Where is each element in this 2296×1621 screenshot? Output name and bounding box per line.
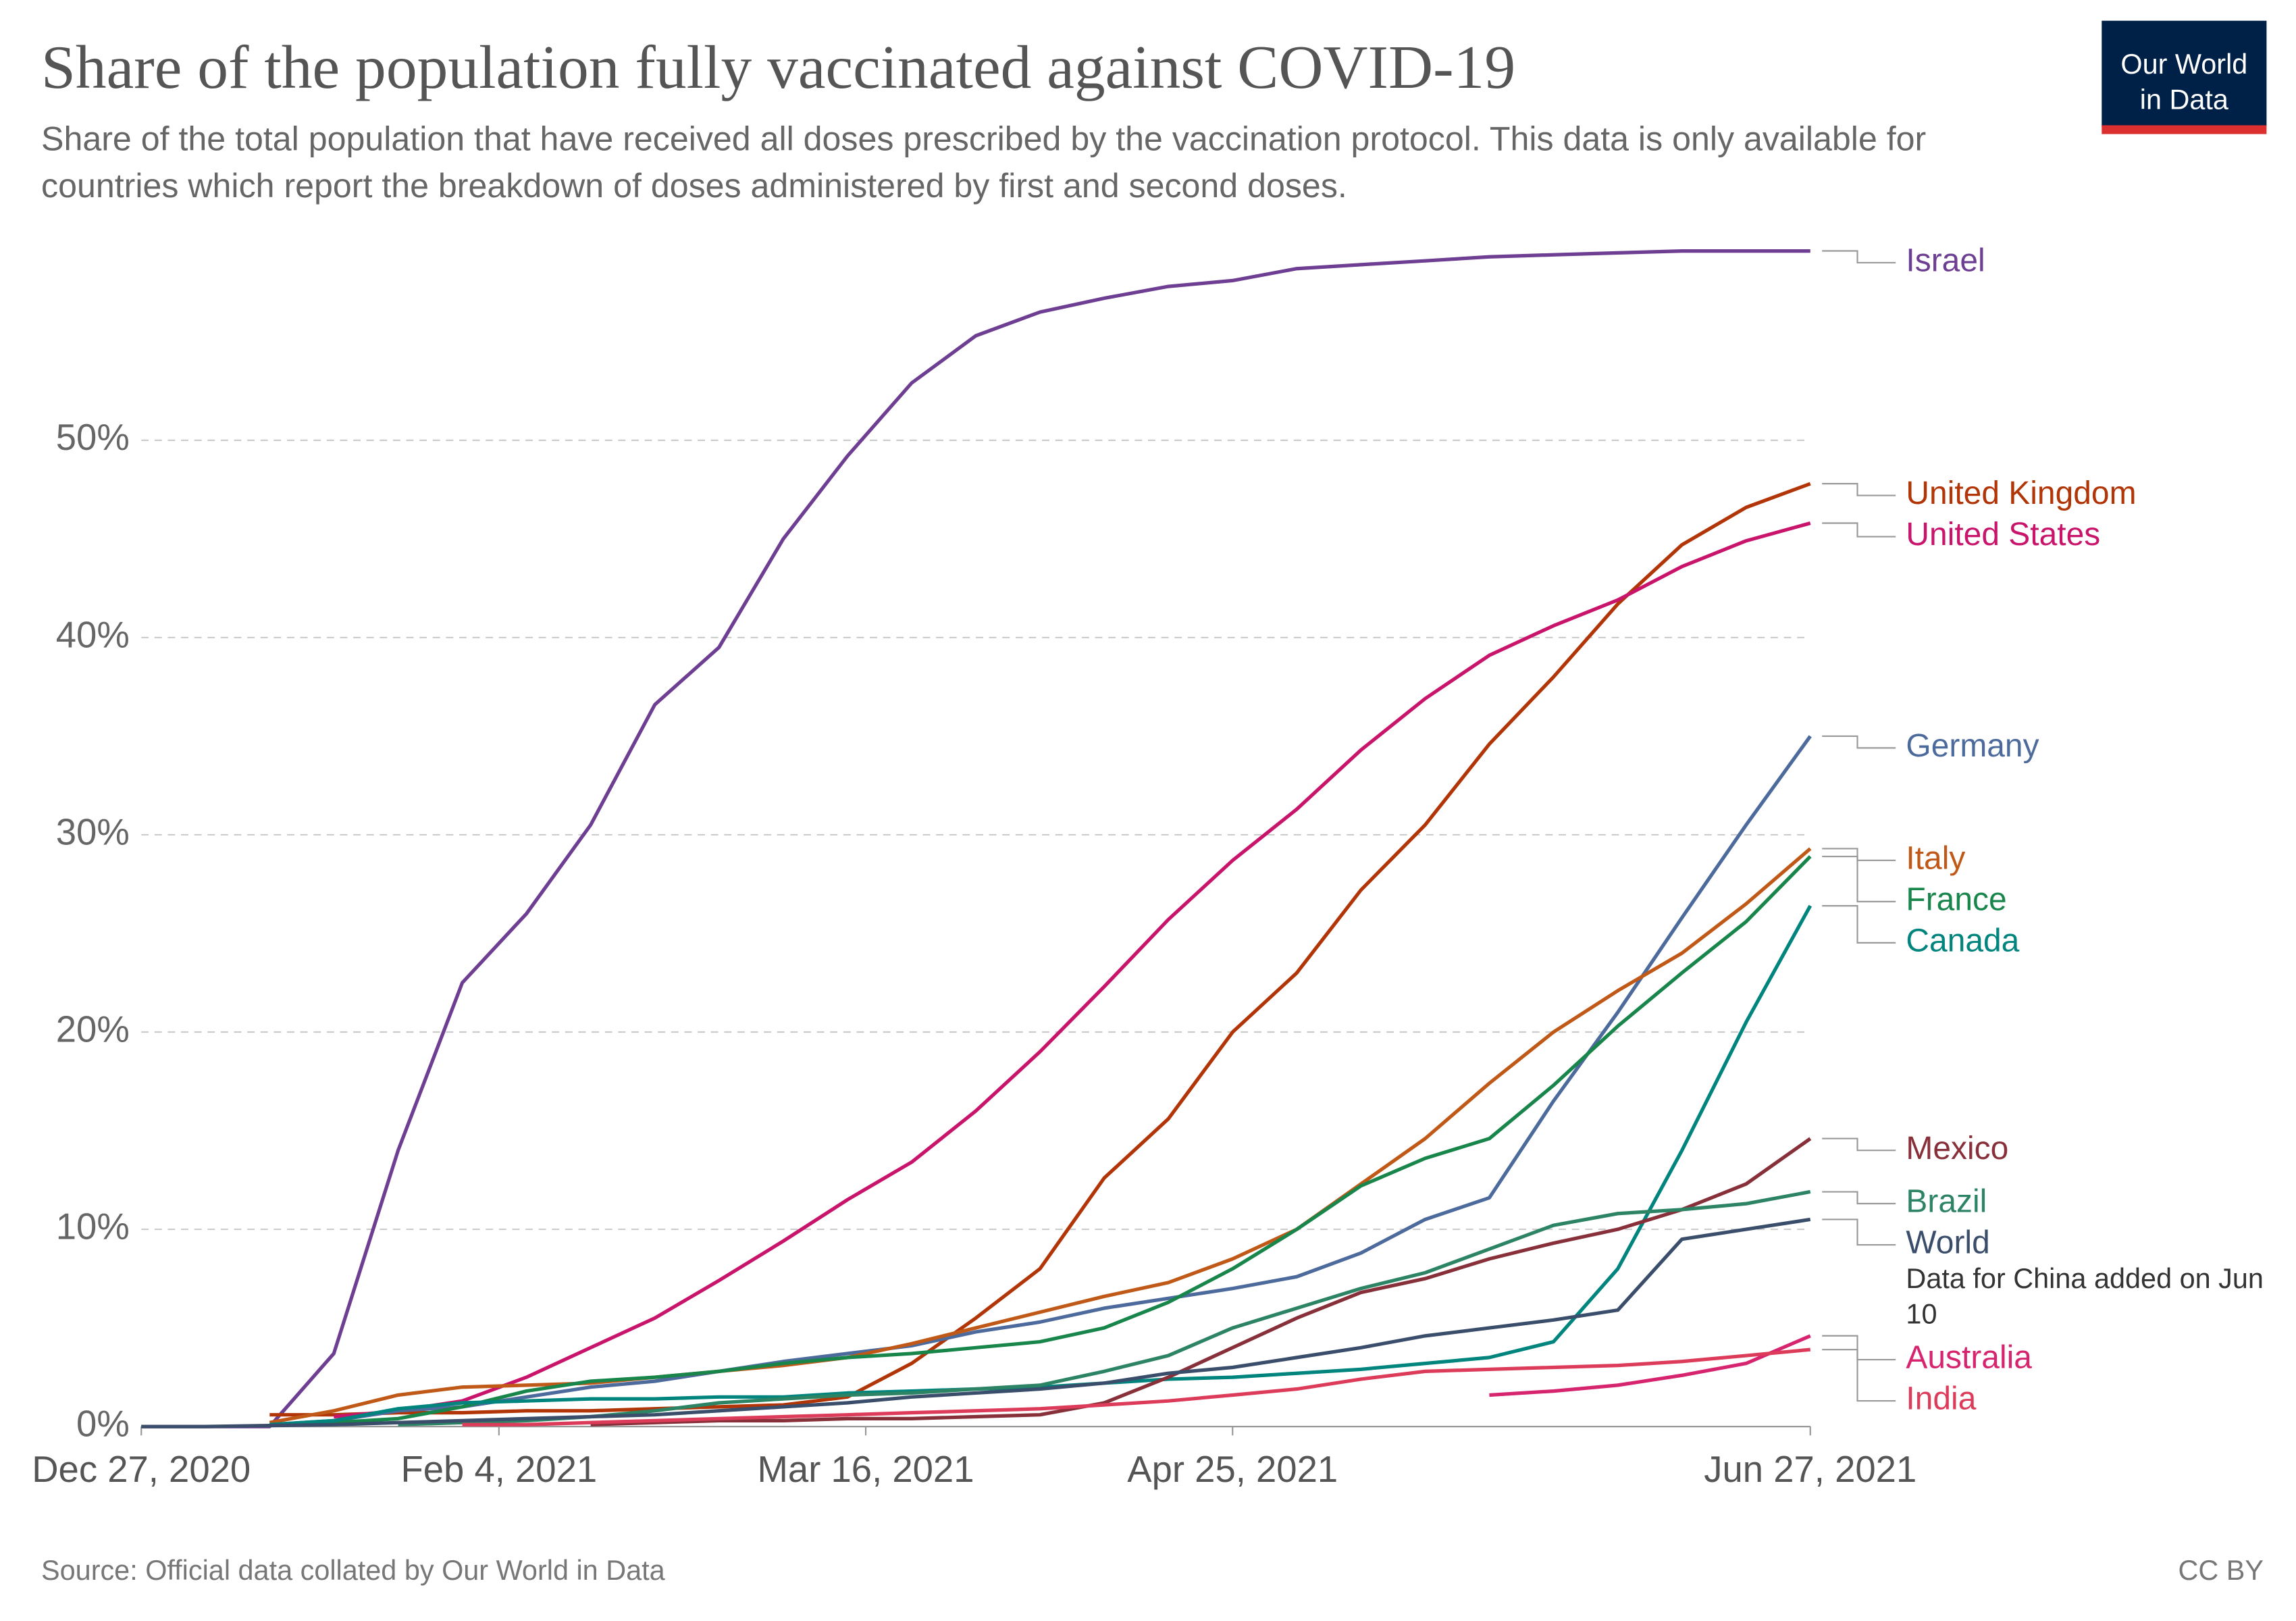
label-connector xyxy=(1822,855,1896,902)
source: Source: Official data collated by Our Wo… xyxy=(41,1555,666,1586)
annotation-box: Data for China added on Jun 10 xyxy=(1906,1264,2264,1331)
legend-label: Germany xyxy=(1906,728,2039,764)
x-tick-label: Dec 27, 2020 xyxy=(32,1449,251,1490)
series-line xyxy=(269,735,1812,1426)
chart-subtitle-box: Share of the total population that have … xyxy=(41,119,1927,205)
y-tick-label: 50% xyxy=(56,417,130,458)
logo-box xyxy=(2102,20,2267,127)
logo: Our World in Data xyxy=(2102,20,2267,134)
series-line xyxy=(1489,1334,1811,1397)
x-tick-label: Feb 4, 2021 xyxy=(400,1449,597,1490)
series-line xyxy=(334,521,1811,1419)
y-tick-label: 40% xyxy=(56,614,130,655)
legend-label: Italy xyxy=(1906,840,1965,876)
y-tick-label: 30% xyxy=(56,811,130,852)
series-line xyxy=(269,847,1812,1424)
series-line xyxy=(462,1347,1811,1426)
annotation: Data for China added on Jun 10 xyxy=(1906,1264,2264,1331)
legend-label: Canada xyxy=(1906,923,2019,959)
legend-label: United States xyxy=(1906,517,2100,552)
chart-title: Share of the population fully vaccinated… xyxy=(41,32,1515,101)
legend-label: Brazil xyxy=(1906,1184,1987,1220)
series-line xyxy=(269,904,1812,1426)
x-tick-label: Apr 25, 2021 xyxy=(1127,1449,1338,1490)
x-tick-label: Jun 27, 2021 xyxy=(1704,1449,1916,1490)
legend-label: Australia xyxy=(1906,1340,2032,1376)
y-tick-label: 0% xyxy=(76,1404,130,1445)
y-tick-label: 20% xyxy=(56,1008,130,1050)
legend-label: France xyxy=(1906,882,2006,918)
label-connector xyxy=(1822,250,1896,264)
legend-label: World xyxy=(1906,1225,1989,1261)
logo-bar xyxy=(2102,125,2267,134)
series-line xyxy=(141,1217,1811,1429)
legend-label: United Kingdom xyxy=(1906,475,2136,511)
logo-text: in Data xyxy=(2140,84,2229,115)
label-connector xyxy=(1822,1335,1896,1361)
license: CC BY xyxy=(2178,1555,2264,1586)
label-connector xyxy=(1822,1218,1896,1246)
label-connector xyxy=(1822,905,1896,944)
series-line xyxy=(590,1137,1812,1426)
label-connector xyxy=(1822,1349,1896,1402)
label-connector xyxy=(1822,483,1896,496)
series-line xyxy=(269,855,1812,1426)
label-connector xyxy=(1822,522,1896,538)
label-connector xyxy=(1822,848,1896,861)
series-line xyxy=(141,249,1810,1429)
y-tick-label: 10% xyxy=(56,1206,130,1247)
label-connector xyxy=(1822,1191,1896,1205)
label-connector xyxy=(1822,735,1896,749)
logo-text: Our World xyxy=(2120,49,2247,80)
x-tick-label: Mar 16, 2021 xyxy=(758,1449,974,1490)
legend-label: Mexico xyxy=(1906,1131,2008,1166)
series-line xyxy=(398,1189,1811,1426)
label-connector xyxy=(1822,1137,1896,1152)
legend-label: Israel xyxy=(1906,243,1985,279)
series-line xyxy=(269,482,1811,1417)
legend-label: India xyxy=(1906,1381,1976,1417)
chart-subtitle: Share of the total population that have … xyxy=(41,119,1927,205)
